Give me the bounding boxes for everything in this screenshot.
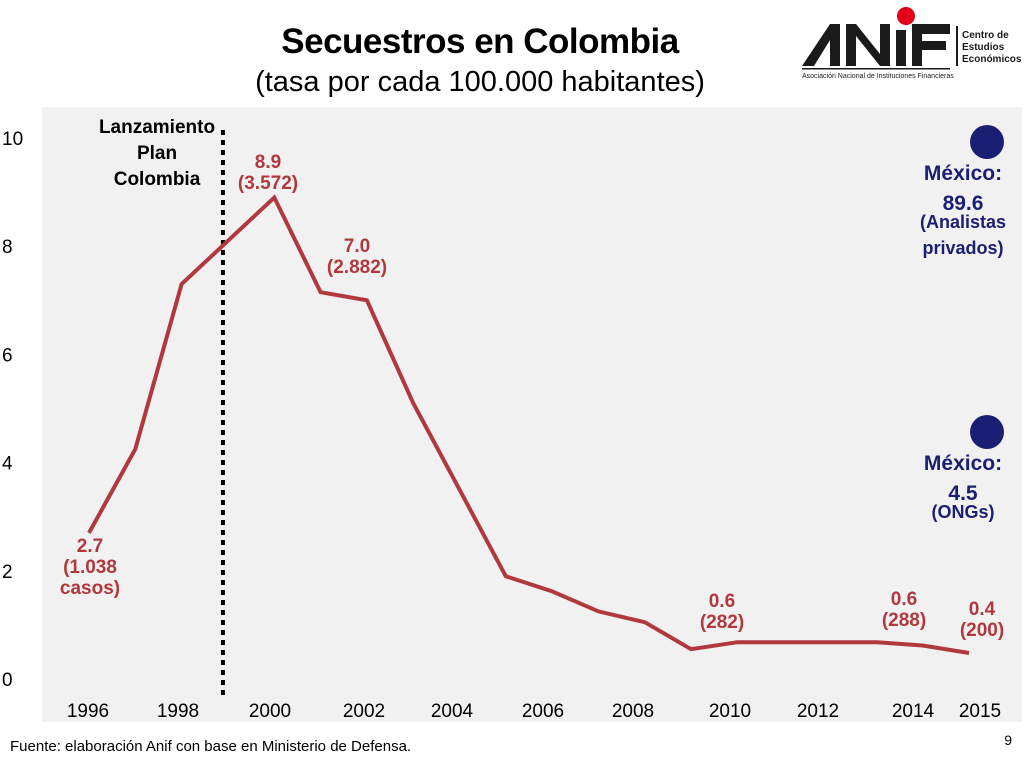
reference-points: México: 89.6(Analistas privados) México: 4.5… — [920, 125, 1006, 522]
data-label: (200) — [960, 620, 1004, 641]
reference-label: 4.5 — [948, 482, 978, 505]
y-axis: 0 2 4 6 8 10 — [2, 129, 23, 691]
data-label: 0.6 — [709, 591, 735, 612]
y-tick-label: 4 — [2, 454, 13, 475]
chart-title: Secuestros en Colombia — [281, 22, 679, 61]
reference-marker — [970, 415, 1004, 449]
reference-label: México: — [924, 162, 1002, 185]
data-label: (288) — [882, 610, 926, 631]
series-layer — [87, 194, 970, 655]
reference-label: (ONGs) — [932, 502, 995, 522]
x-tick-label: 2010 — [709, 701, 751, 722]
x-tick-label: 2014 — [892, 701, 935, 722]
data-label: (2.882) — [327, 257, 387, 278]
x-tick-label: 2004 — [431, 701, 474, 722]
reference-label: (Analistas — [920, 212, 1006, 232]
data-label: 8.9 — [255, 152, 281, 173]
marker-label: Colombia — [114, 169, 201, 190]
x-tick-label: 2015 — [959, 701, 1001, 722]
y-tick-label: 8 — [2, 237, 13, 258]
reference-label: México: — [924, 452, 1002, 475]
reference-label: 89.6 — [943, 192, 984, 215]
data-label: 2.7 — [77, 536, 103, 557]
marker-label: Lanzamiento — [99, 117, 215, 138]
x-tick-label: 2006 — [522, 701, 564, 722]
x-tick-label: 2000 — [249, 701, 291, 722]
data-label: 7.0 — [344, 236, 370, 257]
x-axis: 1996 1998 2000 2002 2004 2006 2008 2010 2012 2014… — [67, 701, 1001, 722]
source-note: Fuente: elaboración Anif con base en Min… — [10, 738, 412, 755]
y-tick-label: 0 — [2, 670, 13, 691]
reference-marker — [970, 125, 1004, 159]
marker-label: Plan — [137, 143, 177, 164]
logo-center-line-2: Estudios — [962, 42, 1005, 53]
page-number: 9 — [1004, 732, 1012, 748]
data-label: (1.038 — [63, 557, 117, 578]
vertical-marker: Lanzamiento Plan Colombia — [99, 117, 225, 695]
data-labels: 2.7(1.038casos)8.9(3.572)7.0(2.882)0.6(2… — [60, 152, 1004, 641]
y-tick-label: 2 — [2, 562, 13, 583]
x-tick-label: 1998 — [157, 701, 199, 722]
plot-area — [42, 107, 1022, 722]
data-label: (3.572) — [238, 173, 298, 194]
x-tick-label: 2002 — [343, 701, 385, 722]
data-label: casos) — [60, 578, 120, 599]
x-tick-label: 1996 — [67, 701, 109, 722]
x-tick-label: 2008 — [612, 701, 654, 722]
y-tick-label: 10 — [2, 129, 23, 150]
reference-label: privados) — [922, 238, 1003, 258]
data-label: (282) — [700, 612, 744, 633]
logo-tagline: Asociación Nacional de Instituciones Fin… — [802, 73, 954, 80]
logo-center-line-3: Económicos — [962, 54, 1022, 65]
series-line — [87, 194, 970, 655]
y-tick-label: 6 — [2, 345, 13, 366]
data-label: 0.4 — [969, 599, 996, 620]
anif-logo: Asociación Nacional de Instituciones Fin… — [802, 7, 1022, 80]
data-label: 0.6 — [891, 589, 917, 610]
logo-center-line-1: Centro de — [962, 30, 1009, 41]
chart-subtitle: (tasa por cada 100.000 habitantes) — [255, 66, 705, 98]
x-tick-label: 2012 — [797, 701, 839, 722]
